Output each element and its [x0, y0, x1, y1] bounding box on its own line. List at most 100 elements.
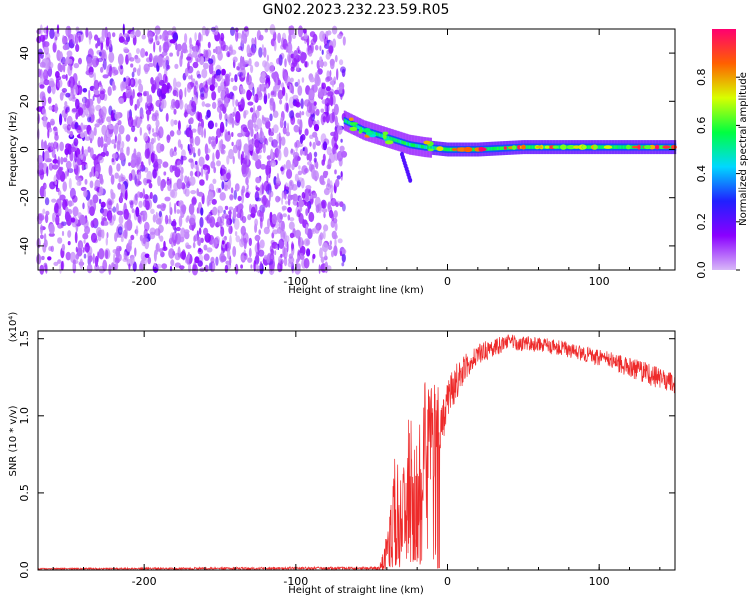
noise-blob: [223, 97, 229, 108]
signal-core: [443, 147, 446, 151]
noise-blob: [113, 253, 116, 265]
noise-blob: [285, 102, 289, 113]
noise-blob: [266, 155, 272, 161]
noise-blob: [218, 140, 222, 152]
noise-blob: [198, 156, 205, 167]
noise-blob: [158, 210, 162, 218]
noise-blob: [282, 245, 286, 258]
noise-blob: [145, 102, 148, 111]
signal-hotspot: [582, 144, 587, 150]
noise-blob: [79, 215, 86, 226]
noise-blob: [171, 150, 178, 156]
noise-blob: [94, 89, 100, 96]
noise-blob: [207, 41, 211, 49]
noise-blob: [220, 255, 227, 262]
noise-blob: [65, 56, 70, 65]
noise-blob: [102, 74, 109, 79]
noise-blob: [287, 122, 289, 134]
signal-core: [408, 142, 411, 147]
noise-blob: [42, 208, 46, 215]
signal-core: [630, 145, 633, 149]
noise-blob: [98, 116, 104, 126]
noise-blob: [67, 64, 73, 76]
noise-blob: [285, 92, 288, 102]
noise-blob: [224, 184, 229, 192]
noise-blob: [62, 62, 66, 73]
noise-blob: [274, 182, 280, 189]
noise-blob: [160, 251, 165, 258]
noise-blob: [130, 63, 134, 68]
signal-core: [433, 146, 436, 150]
noise-blob: [193, 85, 197, 96]
noise-blob: [258, 229, 262, 236]
noise-blob: [261, 116, 267, 125]
noise-blob: [227, 210, 232, 215]
noise-blob: [288, 25, 291, 35]
noise-blob: [70, 146, 77, 152]
noise-blob: [151, 128, 155, 133]
noise-blob: [234, 231, 238, 237]
noise-blob: [203, 244, 208, 251]
noise-blob: [92, 253, 95, 264]
noise-blob: [247, 171, 251, 179]
noise-blob: [208, 62, 214, 75]
noise-blob: [121, 141, 125, 149]
noise-blob: [136, 68, 141, 77]
noise-blob: [209, 84, 215, 91]
signal-hotspot: [654, 144, 660, 150]
noise-blob: [321, 208, 328, 213]
signal-core: [345, 119, 348, 124]
signal-core: [527, 145, 530, 149]
noise-blob: [153, 262, 157, 268]
noise-blob: [337, 33, 343, 40]
signal-core: [410, 143, 413, 147]
signal-core: [449, 147, 452, 152]
noise-blob: [116, 163, 121, 172]
noise-blob: [135, 57, 141, 64]
noise-blob: [329, 70, 332, 77]
signal-core: [499, 146, 502, 151]
noise-blob: [107, 31, 111, 40]
spectrogram-y-axis: -40 -20 0 20 40: [18, 46, 675, 255]
noise-blob: [308, 152, 313, 162]
signal-core: [427, 145, 429, 150]
signal-core: [360, 126, 363, 131]
noise-blob: [108, 105, 113, 116]
signal-core: [615, 145, 618, 149]
noise-blob: [92, 194, 99, 204]
noise-blob: [229, 194, 234, 200]
noise-blob: [329, 240, 332, 246]
noise-blob: [207, 120, 214, 130]
noise-blob: [54, 202, 59, 214]
noise-blob: [162, 99, 167, 109]
noise-blob: [212, 178, 217, 184]
noise-blob: [228, 72, 232, 77]
noise-blob: [111, 66, 118, 77]
noise-blob: [267, 218, 270, 229]
noise-blob: [84, 242, 90, 253]
noise-blob: [113, 124, 119, 136]
noise-blob: [235, 99, 239, 107]
noise-blob: [108, 51, 115, 63]
noise-blob: [337, 238, 343, 244]
noise-blob: [132, 88, 135, 99]
noise-blob: [51, 198, 57, 203]
noise-blob: [189, 37, 192, 47]
noise-blob: [320, 108, 325, 113]
noise-blob: [197, 248, 204, 255]
signal-core: [530, 145, 533, 149]
noise-blob: [199, 216, 204, 228]
noise-blob: [53, 261, 59, 266]
noise-blob: [47, 129, 50, 139]
noise-blob: [304, 128, 309, 136]
noise-blob: [51, 82, 56, 95]
noise-blob: [37, 154, 44, 165]
noise-blob: [322, 230, 326, 240]
noise-blob: [194, 135, 201, 146]
signal-hook: [408, 177, 413, 183]
noise-blob: [207, 165, 211, 175]
noise-blob: [188, 75, 192, 80]
noise-blob: [246, 89, 252, 101]
noise-blob: [223, 209, 226, 215]
noise-blob: [54, 106, 59, 112]
